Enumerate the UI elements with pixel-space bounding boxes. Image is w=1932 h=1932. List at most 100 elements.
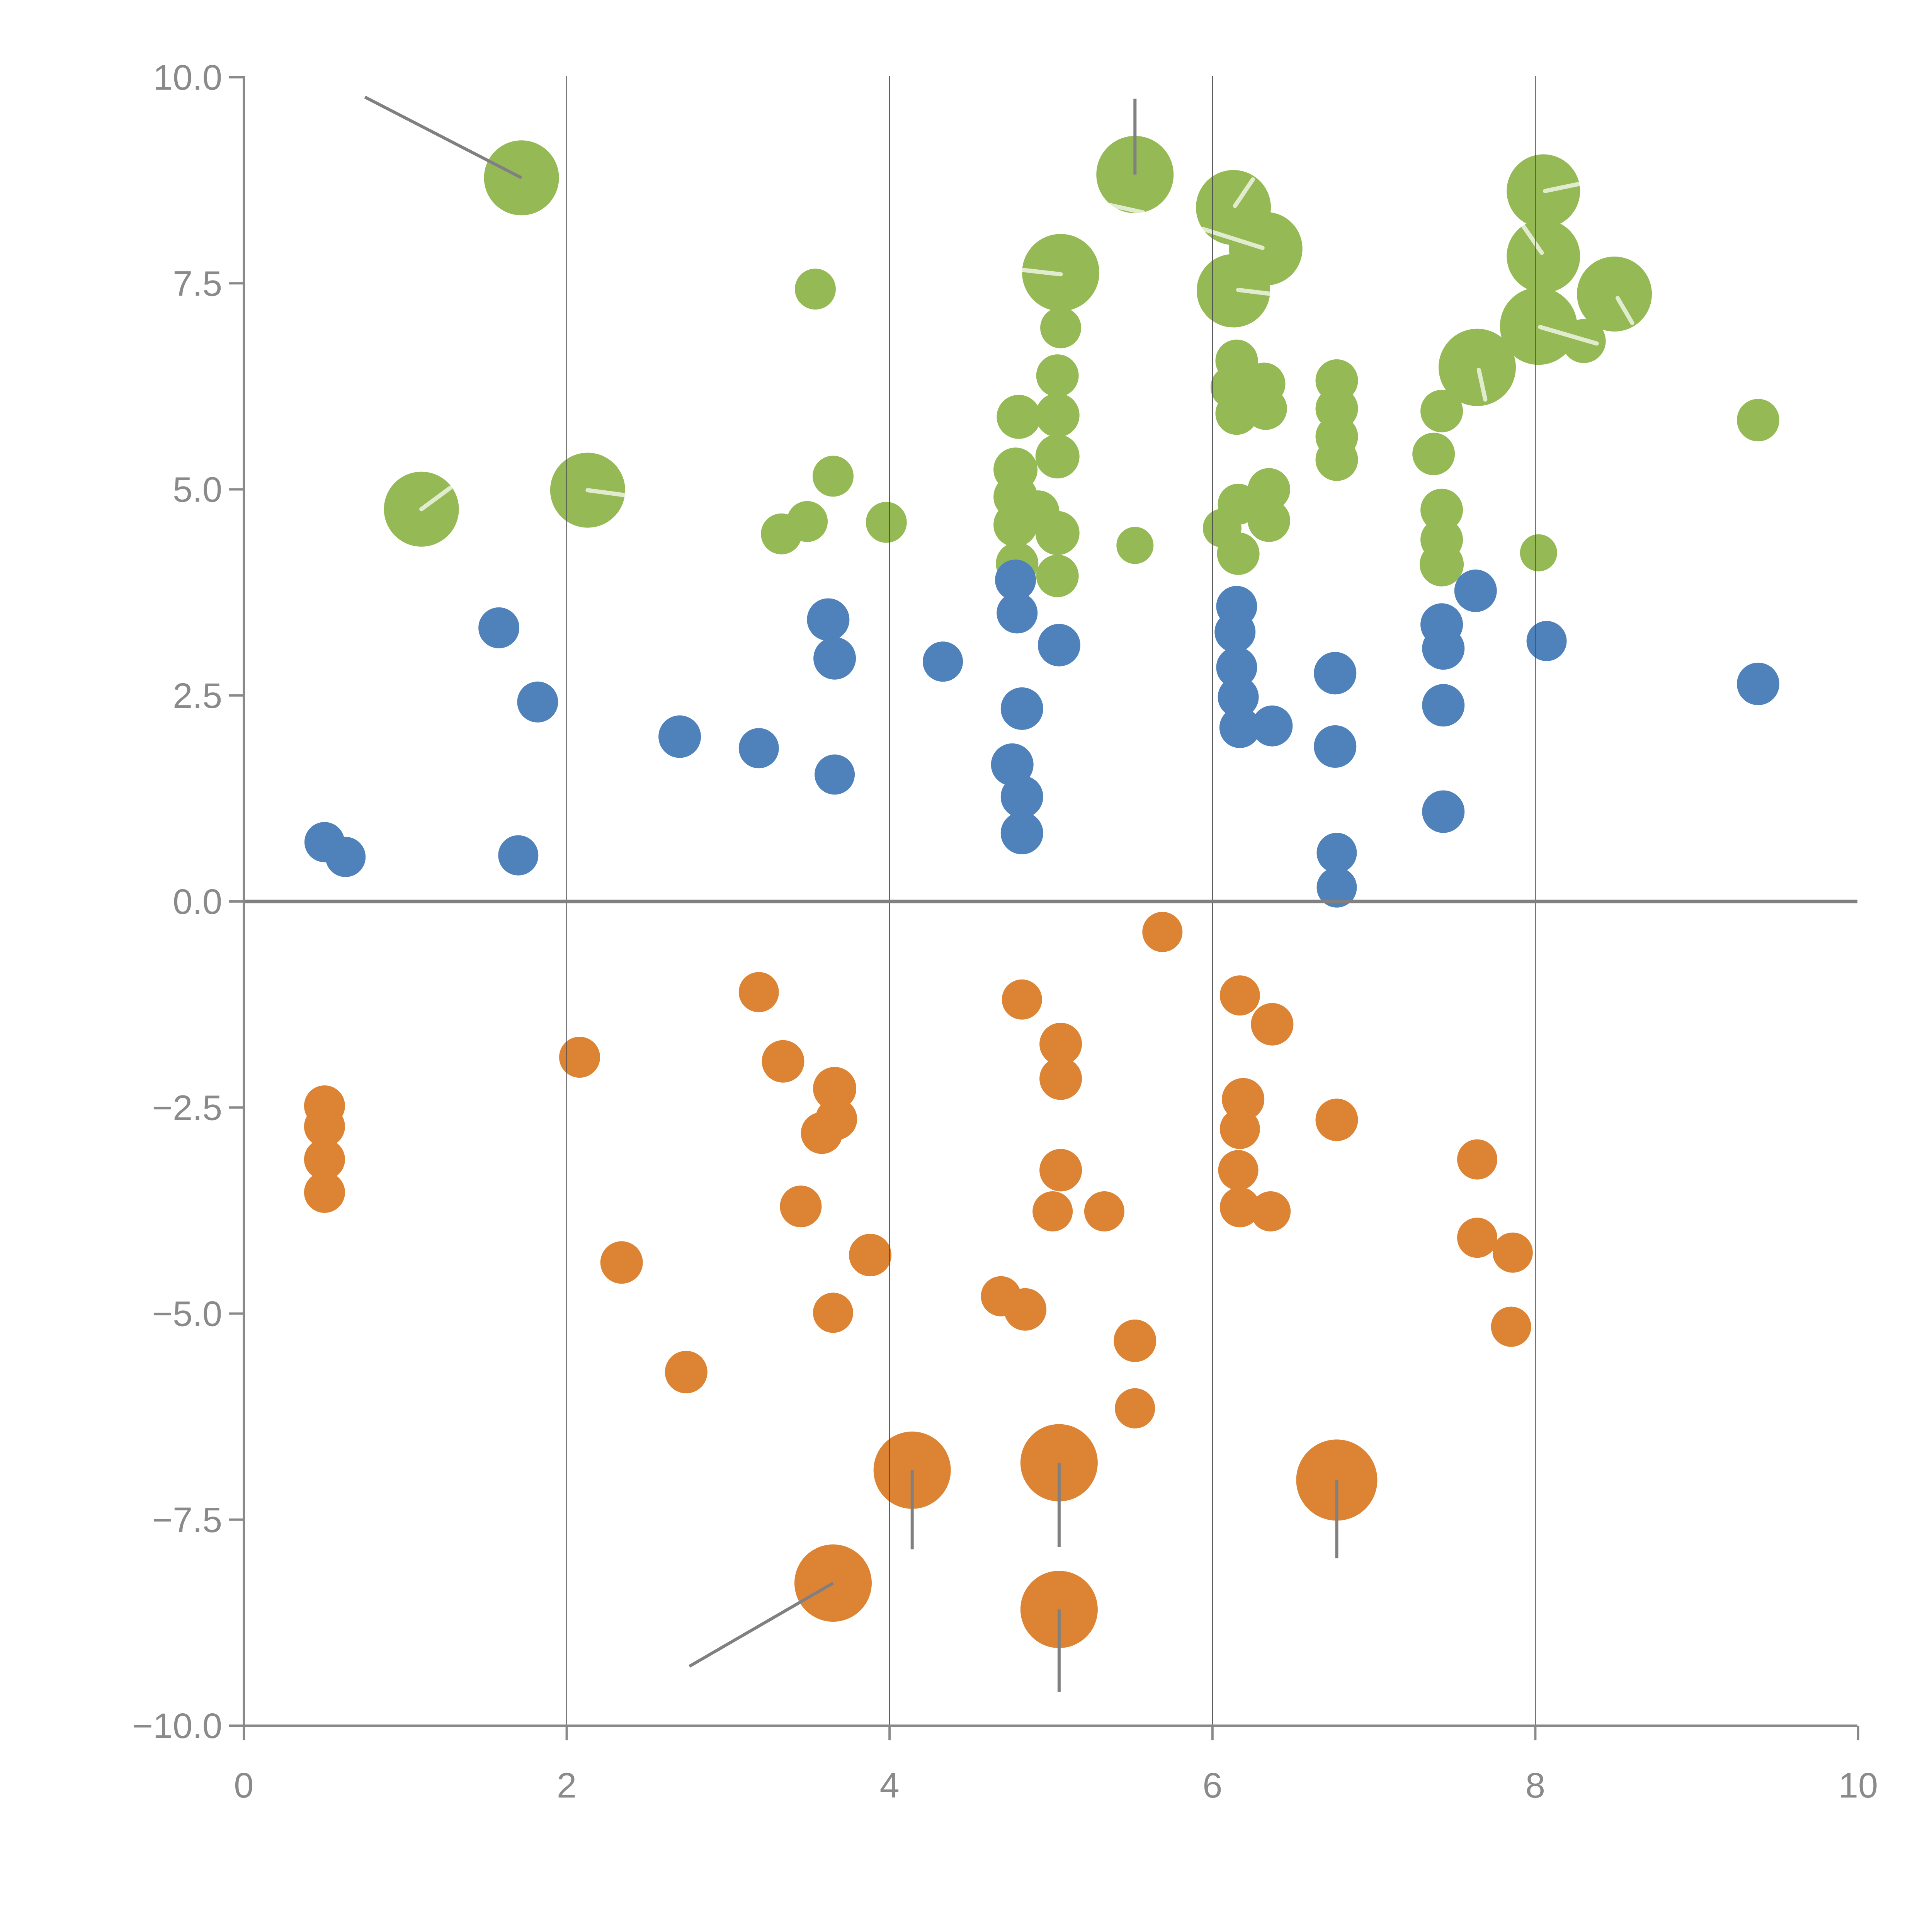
scatter-point-blue [1214,611,1256,653]
scatter-point-green [1412,432,1455,475]
scatter-point-orange [1491,1306,1531,1347]
scatter-point-orange [304,1106,345,1147]
scatter-point-green [1036,354,1079,397]
scatter-point-blue [325,837,366,877]
scatter-point-green [1248,468,1290,511]
y-tick-label: −10.0 [132,1706,222,1746]
scatter-point-blue [1422,790,1465,833]
scatter-point-orange [1039,1057,1082,1100]
white-tick-line [1616,296,1634,325]
white-tick-line [1543,181,1583,193]
scatter-point-orange [1142,912,1183,952]
scatter-point-green [1420,389,1463,432]
scatter-point-blue [498,835,539,876]
scatter-point-green [1520,534,1557,571]
scatter-point-green [1439,328,1516,406]
scatter-point-green [1035,511,1080,555]
scatter-point-green [1420,488,1463,531]
scatter-point-orange [1492,1232,1533,1273]
scatter-point-blue [807,598,850,641]
x-tick-label: 8 [1526,1766,1545,1805]
scatter-point-orange [600,1241,643,1284]
scatter-point-green [1315,438,1358,481]
tick-labels-layer: 10.0 7.5 5.0 2.5 0.0 −2.5 −5.0 −7.5 −10.0 0 2 4 6 8 10 [132,58,1878,1805]
scatter-point-orange [1084,1191,1124,1231]
scatter-point-orange [801,1112,843,1154]
scatter-point-blue [1526,621,1567,661]
scatter-point-green [813,456,854,497]
scatter-point-green [761,513,802,554]
scatter-point-orange [1251,1003,1294,1046]
scatter-point-green [1244,387,1287,430]
scatter-point-blue [1252,705,1293,747]
white-tick-line [1236,287,1274,296]
x-tick-label: 10 [1838,1766,1878,1805]
scatter-point-orange [1114,1319,1156,1362]
scatter-point-orange [559,1037,600,1078]
scatter-point-green [1577,257,1652,332]
pin-lines-layer [364,95,1338,1692]
scatter-point-green [1737,399,1779,442]
scatter-point-orange [1115,1388,1155,1429]
scatter-point-blue [1314,725,1357,768]
scatter-point-orange [1218,1150,1259,1190]
series-green [384,136,1779,597]
scatter-point-blue [1422,684,1465,727]
scatter-point-blue [1216,647,1257,688]
scatter-point-orange [1219,1187,1260,1228]
scatter-point-green [1507,219,1580,293]
scatter-point-blue [738,728,779,769]
x-tick-label: 0 [234,1766,253,1805]
scatter-point-blue [1454,569,1497,612]
y-tick-label: 5.0 [173,470,222,510]
scatter-point-blue [478,607,520,648]
scatter-point-blue [1314,652,1357,695]
scatter-point-orange [813,1067,857,1111]
scatter-point-blue [813,637,856,680]
scatter-point-orange [1039,1149,1082,1192]
y-tick-label: −7.5 [152,1500,222,1540]
gridlines-layer [244,76,1857,1726]
white-tick-line [585,488,627,497]
scatter-point-green [1116,527,1154,564]
scatter-point-blue [995,560,1036,601]
scatter-point-green [1420,542,1464,587]
scatter-point-orange [849,1234,892,1277]
pin-line [364,95,522,179]
scatter-point-blue [1037,624,1080,667]
scatter-point-blue [658,715,701,758]
scatter-point-blue [815,754,855,795]
y-tick-label: −5.0 [152,1294,222,1334]
scatter-point-orange [1250,1191,1291,1231]
scatter-point-green [1248,499,1290,542]
scatter-point-blue [1316,867,1357,908]
scatter-point-blue [1316,833,1357,873]
scatter-point-green [997,395,1041,439]
scatter-point-blue [1737,662,1779,705]
x-tick-label: 6 [1202,1766,1222,1805]
scatter-point-blue [923,641,963,682]
scatter-point-orange [1002,979,1042,1020]
scatter-point-orange [665,1350,707,1393]
scatter-point-blue [1000,776,1043,818]
pin-line [689,1582,834,1668]
scatter-point-blue [1000,812,1043,854]
white-tick-line [1015,267,1063,277]
white-tick-line [419,485,453,512]
scatter-point-blue [1422,627,1465,670]
scatter-point-orange [304,1172,345,1213]
scatter-point-orange [780,1185,822,1228]
scatter-point-orange [1222,1078,1265,1121]
white-tick-line [1520,223,1544,255]
scatter-point-blue [991,743,1034,786]
series-blue [304,560,1779,908]
scatter-point-green [1035,434,1080,479]
y-tick-label: 0.0 [173,882,222,922]
scatter-point-green [1040,307,1082,349]
y-tick-label: 7.5 [173,264,222,303]
scatter-point-green [866,502,907,543]
white-tick-line [1104,202,1145,215]
scatter-point-orange [762,1040,804,1083]
